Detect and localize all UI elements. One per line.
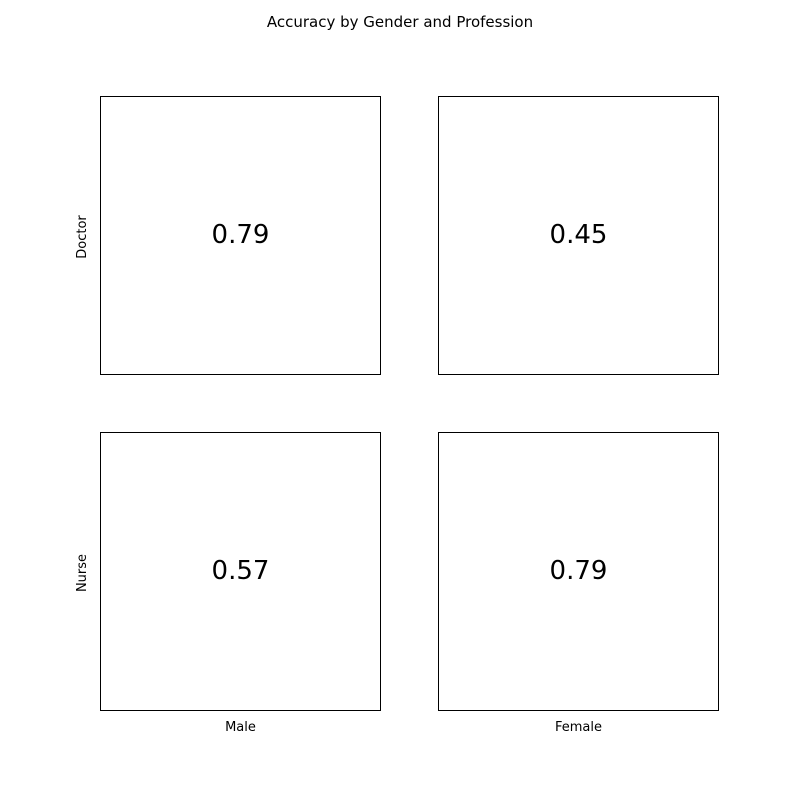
cell-value-nurse-female: 0.79 [549,556,608,586]
row-label-doctor: Doctor [75,215,90,259]
cell-value-doctor-male: 0.79 [211,220,270,250]
panel-nurse-male: 0.57 [100,432,381,711]
cell-value-nurse-male: 0.57 [211,556,270,586]
panel-nurse-female: 0.79 [438,432,719,711]
panel-doctor-female: 0.45 [438,96,719,375]
col-label-female: Female [554,720,602,735]
col-label-male: Male [225,720,256,735]
panel-doctor-male: 0.79 [100,96,381,375]
chart-title: Accuracy by Gender and Profession [266,13,534,31]
cell-value-doctor-female: 0.45 [549,220,608,250]
row-label-nurse: Nurse [75,553,90,593]
